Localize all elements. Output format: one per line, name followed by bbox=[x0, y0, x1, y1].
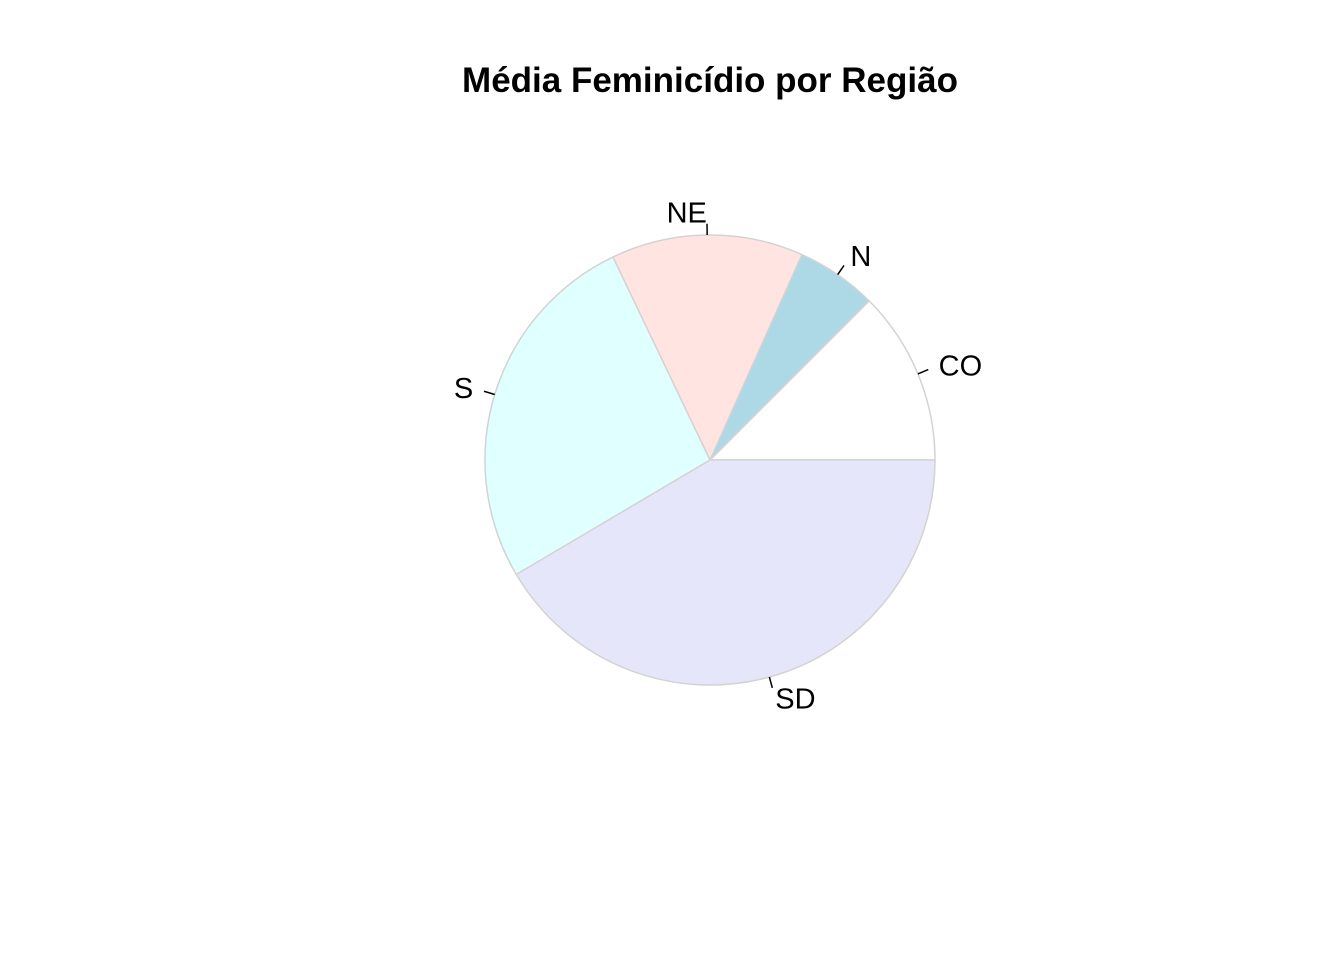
slice-label-n: N bbox=[850, 241, 871, 273]
pie-slices bbox=[484, 234, 936, 686]
slice-label-s: S bbox=[454, 373, 473, 405]
chart-title: Média Feminicídio por Região bbox=[462, 61, 958, 100]
slice-label-co: CO bbox=[939, 350, 983, 382]
slice-label-ne: NE bbox=[667, 198, 707, 230]
pie-slice-sd bbox=[515, 459, 936, 686]
pie-labels: CO N NE S SD bbox=[454, 198, 982, 716]
pie-slice-co bbox=[708, 299, 936, 461]
slice-label-sd: SD bbox=[775, 684, 815, 716]
leader-line-co bbox=[917, 368, 929, 375]
leader-line-sd bbox=[768, 676, 774, 689]
leader-line-n bbox=[837, 265, 845, 276]
leader-line-s bbox=[483, 390, 495, 396]
